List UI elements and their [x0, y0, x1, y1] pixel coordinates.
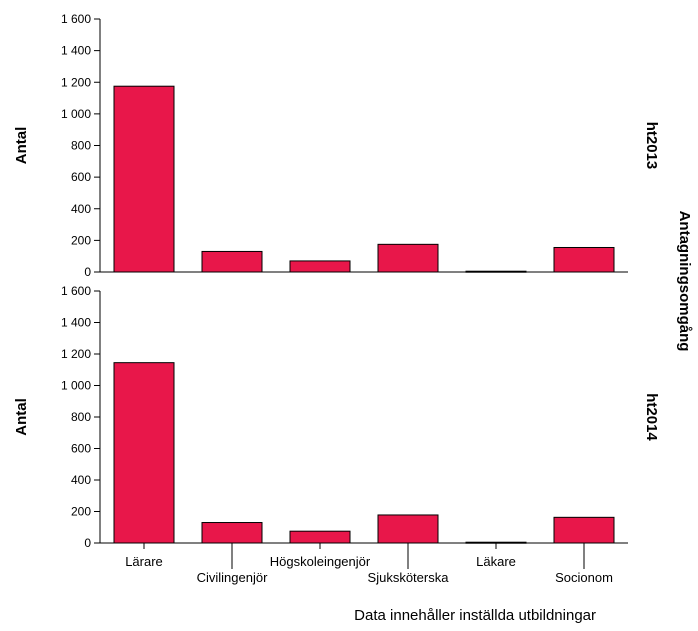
y-tick-label: 0 — [84, 536, 91, 550]
panel-label: ht2014 — [643, 393, 660, 441]
y-tick-label: 600 — [71, 170, 91, 184]
bar — [553, 246, 615, 273]
facet-title: Antagningsomgång — [676, 211, 693, 352]
bar — [465, 270, 527, 273]
x-tick-label: Läkare — [476, 554, 516, 569]
bar — [201, 522, 263, 544]
y-tick-label: 1 200 — [61, 75, 91, 89]
y-tick-label: 400 — [71, 473, 91, 487]
panel-label: ht2013 — [643, 122, 660, 170]
y-tick-label: 200 — [71, 505, 91, 519]
y-tick-label: 0 — [84, 265, 91, 279]
y-tick-label: 1 400 — [61, 316, 91, 330]
bar — [113, 85, 175, 273]
y-tick-label: 1 000 — [61, 379, 91, 393]
y-tick-label: 200 — [71, 233, 91, 247]
x-tick-label: Socionom — [555, 570, 613, 585]
bar — [113, 362, 175, 544]
y-tick-label: 400 — [71, 202, 91, 216]
bar — [377, 514, 439, 544]
bar — [377, 243, 439, 273]
bar — [289, 530, 351, 544]
x-axis-title: Data innehåller inställda utbildningar — [354, 607, 596, 624]
bar — [201, 250, 263, 273]
x-tick-label: Sjuksköterska — [368, 570, 450, 585]
y-tick-label: 1 600 — [61, 12, 91, 26]
y-tick-label: 800 — [71, 410, 91, 424]
y-tick-label: 800 — [71, 139, 91, 153]
y-tick-label: 1 600 — [61, 284, 91, 298]
y-tick-label: 1 400 — [61, 44, 91, 58]
y-axis-title: Antal — [13, 398, 30, 436]
y-tick-label: 1 200 — [61, 347, 91, 361]
bar — [553, 516, 615, 544]
x-tick-label: Civilingenjör — [197, 570, 268, 585]
bar — [289, 260, 351, 273]
x-tick-label: Högskoleingenjör — [270, 554, 371, 569]
x-tick-label: Lärare — [125, 554, 163, 569]
y-axis-title: Antal — [13, 127, 30, 165]
y-tick-label: 1 000 — [61, 107, 91, 121]
y-tick-label: 600 — [71, 442, 91, 456]
